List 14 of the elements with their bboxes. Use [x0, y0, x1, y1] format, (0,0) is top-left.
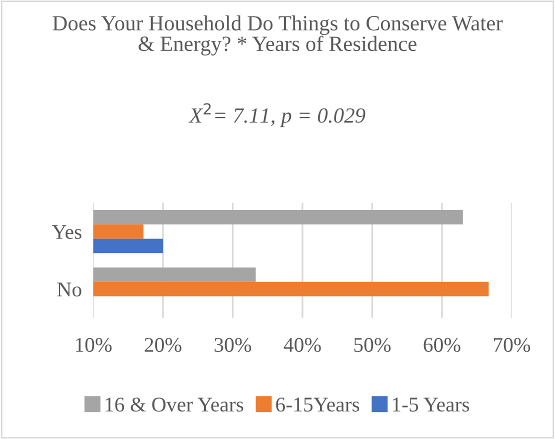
chart-subtitle: X$^{2}$= 7.11, p = 0.029: [188, 103, 366, 128]
legend-label: 6-15Years: [276, 398, 360, 412]
x-tick-label: 30%: [214, 338, 252, 352]
legend-label: 16 & Over Years: [106, 398, 244, 412]
x-tick-label: 40%: [284, 338, 321, 352]
x-tick-label: 10%: [76, 338, 112, 352]
y-tick-label: No: [57, 282, 82, 297]
y-tick-label: Yes: [52, 225, 82, 240]
x-tick-label: 60%: [424, 338, 460, 352]
x-tick-label: 20%: [144, 338, 182, 352]
legend-label: 1-5 Years: [392, 398, 470, 412]
x-tick-label: 70%: [494, 338, 530, 352]
chart-title: Does Your Household Do Things to Conserve Water & Energy? * Years of Residence: [52, 15, 503, 56]
x-tick-label: 50%: [354, 338, 391, 352]
